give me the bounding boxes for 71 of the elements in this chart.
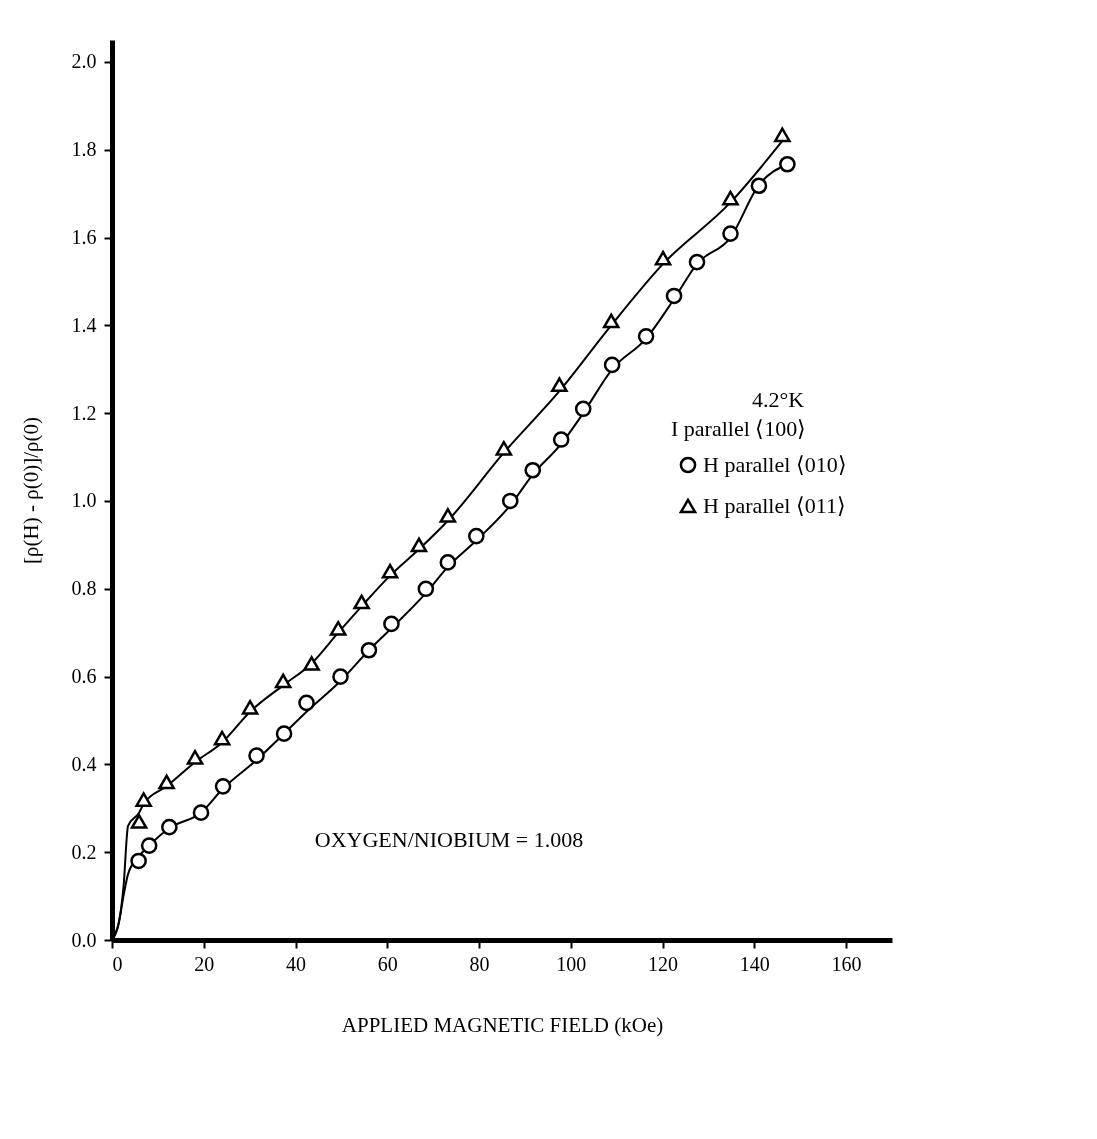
point [332,668,349,685]
point [637,328,655,345]
legend-label: H parallel ⟨011⟩ [703,493,847,518]
point [410,537,428,553]
point [665,287,683,305]
point [779,155,796,173]
x-tick-label: 100 [556,952,587,975]
y-tick-label: 0.0 [71,928,97,951]
point [241,699,259,715]
x-tick-label: 120 [648,952,679,975]
point [750,177,768,195]
point [213,730,231,746]
y-tick-label: 0.6 [71,665,97,688]
point [495,440,513,456]
point [551,377,568,393]
point [298,694,315,712]
legend-label: H parallel ⟨010⟩ [703,452,847,477]
point [501,492,519,510]
annotation: 4.2°K [752,387,805,412]
x-tick-label: 0 [112,952,123,975]
x-tick-label: 40 [286,952,307,975]
x-tick-label: 60 [377,952,398,975]
point [303,656,320,671]
y-tick-label: 0.2 [71,840,97,863]
y-tick-label: 1.4 [71,313,97,336]
point [275,725,293,742]
point [602,313,620,329]
point [774,127,791,143]
y-tick-label: 1.2 [71,401,97,424]
point [688,253,706,271]
y-tick-label: 2.0 [71,50,97,73]
y-axis-title: [ρ(H) - ρ(0)]/ρ(0) [18,417,43,564]
x-tick-label: 160 [831,952,862,975]
y-tick-label: 0.8 [71,577,97,600]
annotation: OXYGEN/NIOBIUM = 1.008 [314,827,584,852]
point [161,818,178,836]
point [135,792,152,807]
x-tick-label: 20 [194,952,215,975]
point [140,837,158,854]
point [353,594,370,610]
point [130,814,148,829]
y-tick-label: 1.8 [71,138,97,161]
point [214,778,232,795]
point [722,190,739,206]
y-tick-label: 1.6 [71,226,97,249]
point [192,804,210,821]
point [467,527,485,545]
point [130,852,147,870]
point [360,641,378,659]
point [274,673,292,689]
point [574,400,592,418]
x-axis-title: APPLIED MAGNETIC FIELD (kOe) [341,1012,664,1037]
annotation: I parallel ⟨100⟩ [671,416,807,441]
point [329,620,347,636]
point [186,749,204,765]
x-tick-label: 80 [469,952,490,975]
point [383,615,400,633]
point [722,225,739,242]
y-tick-label: 0.4 [71,752,97,775]
point [524,461,542,479]
point [158,774,175,790]
y-tick-label: 1.0 [71,489,97,512]
point [603,356,621,374]
x-tick-label: 140 [739,952,770,975]
point [248,747,265,764]
point [381,563,399,579]
point [654,250,672,266]
point [439,508,457,523]
point [439,554,457,571]
point [417,580,435,598]
point [552,431,570,448]
